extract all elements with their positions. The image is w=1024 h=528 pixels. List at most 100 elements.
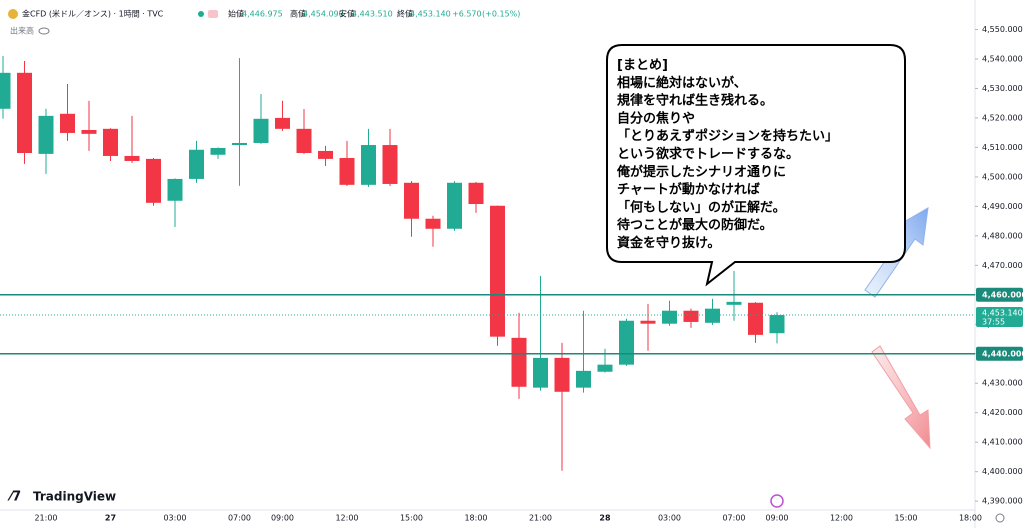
ohlc-value: 4,454.090 bbox=[303, 10, 344, 19]
brand: TradingView bbox=[33, 490, 116, 504]
candle-body bbox=[404, 182, 419, 219]
candle-body bbox=[17, 72, 32, 153]
plot-area bbox=[0, 56, 785, 471]
countdown: 37:55 bbox=[982, 318, 1005, 327]
candle-body bbox=[662, 310, 677, 324]
candle-body bbox=[468, 182, 484, 204]
candle-body bbox=[296, 128, 312, 153]
x-tick-label: 27 bbox=[105, 514, 116, 523]
annotation-line: チャートが動かなければ bbox=[617, 182, 760, 198]
candle-body bbox=[210, 147, 226, 155]
candle-body bbox=[167, 178, 183, 201]
candle-body bbox=[189, 149, 204, 179]
candle-body bbox=[576, 370, 591, 388]
annotation-line: 自分の焦りや bbox=[617, 110, 695, 126]
candle-body bbox=[533, 357, 548, 388]
x-tick-label: 21:00 bbox=[529, 514, 552, 523]
annotation-line: 「とりあえずポジションを持ちたい」 bbox=[617, 128, 838, 144]
candle-body bbox=[726, 301, 742, 305]
y-tick-label: 4,520.000 bbox=[982, 113, 1023, 122]
change-pct: (+0.15%) bbox=[482, 10, 520, 19]
annotation-line: 「何もしない」のが正解だ。 bbox=[617, 199, 786, 215]
candle-body bbox=[361, 145, 376, 185]
ohlc-value: 4,446.975 bbox=[242, 10, 283, 19]
y-tick-label: 4,480.000 bbox=[982, 231, 1023, 240]
candle-body bbox=[339, 158, 355, 185]
y-tick-label: 4,430.000 bbox=[982, 379, 1023, 388]
y-tick-label: 4,550.000 bbox=[982, 25, 1023, 34]
annotation-line: 待つことが最大の防御だ。 bbox=[616, 217, 773, 233]
ohlc-value: 4,453.140 bbox=[410, 10, 451, 19]
candle-body bbox=[619, 320, 634, 365]
x-tick-label: 03:00 bbox=[658, 514, 681, 523]
x-tick-label: 21:00 bbox=[34, 514, 57, 523]
y-tick-label: 4,410.000 bbox=[982, 438, 1023, 447]
last-price-label: 4,453.140 bbox=[982, 309, 1023, 318]
candle-body bbox=[318, 150, 333, 159]
y-tick-label: 4,470.000 bbox=[982, 261, 1023, 270]
y-tick-label: 4,500.000 bbox=[982, 172, 1023, 181]
brand-logo: ⁄7 bbox=[7, 490, 21, 505]
hline-label: 4,460.000 bbox=[982, 290, 1024, 299]
annotation-line: 規律を守れば生き残れる。 bbox=[617, 93, 773, 109]
candle-body bbox=[0, 72, 11, 109]
candle-body bbox=[447, 182, 462, 229]
ohlc-name: 安値 bbox=[339, 9, 355, 19]
candle-body bbox=[705, 308, 720, 323]
x-tick-label: 15:00 bbox=[894, 514, 917, 523]
annotation-line: [まとめ] bbox=[617, 58, 668, 73]
bubble-shape bbox=[606, 44, 906, 287]
x-tick-label: 07:00 bbox=[722, 514, 745, 523]
candle-body bbox=[490, 205, 505, 337]
x-tick-label: 15:00 bbox=[400, 514, 423, 523]
candle-body bbox=[232, 142, 247, 146]
candle-body bbox=[425, 218, 441, 229]
candle-body bbox=[554, 357, 570, 392]
x-tick-label: 18:00 bbox=[959, 514, 982, 523]
y-tick-label: 4,400.000 bbox=[982, 467, 1023, 476]
y-tick-label: 4,420.000 bbox=[982, 408, 1023, 417]
annotation-line: 資金を守り抜け。 bbox=[617, 235, 720, 251]
x-tick-label: 28 bbox=[599, 514, 611, 523]
event-icon[interactable] bbox=[770, 494, 784, 508]
hline-label-box bbox=[976, 346, 1023, 361]
candle-body bbox=[597, 364, 613, 372]
candle-body bbox=[146, 158, 161, 203]
y-tick-label: 4,490.000 bbox=[982, 202, 1023, 211]
eye-icon bbox=[38, 27, 50, 35]
y-tick-label: 4,530.000 bbox=[982, 84, 1023, 93]
status-dot bbox=[198, 11, 204, 17]
x-tick-label: 12:00 bbox=[830, 514, 853, 523]
ohlc-value: 4,443.510 bbox=[352, 10, 393, 19]
down-arrow bbox=[871, 345, 931, 450]
annotation-line: という欲求でトレードするな。 bbox=[617, 146, 799, 162]
candle-body bbox=[640, 320, 656, 324]
candle-body bbox=[769, 315, 785, 334]
hline-label-box bbox=[976, 287, 1023, 302]
candle-body bbox=[124, 155, 140, 161]
candle-body bbox=[81, 130, 97, 134]
x-tick-label: 03:00 bbox=[163, 514, 186, 523]
ohlc-name: 終値 bbox=[397, 9, 413, 19]
annotation-line: 相場に絶対はないが、 bbox=[617, 75, 747, 91]
ohlc-name: 始値 bbox=[228, 9, 244, 19]
candle-body bbox=[683, 310, 699, 322]
hline-label: 4,440.000 bbox=[982, 349, 1024, 358]
annotation-bubble: [まとめ] 相場に絶対はないが、規律を守れば生き残れる。自分の焦りや「とりあえずポ… bbox=[606, 44, 906, 287]
x-tick-label: 18:00 bbox=[464, 514, 487, 523]
x-tick-label: 09:00 bbox=[765, 514, 788, 523]
candle-body bbox=[382, 145, 398, 184]
settings-icon[interactable] bbox=[995, 513, 1005, 523]
x-tick-label: 12:00 bbox=[335, 514, 358, 523]
symbol-title: 金CFD (米ドル／オンス) · 1時間 · TVC bbox=[22, 9, 164, 19]
x-tick-label: 09:00 bbox=[271, 514, 294, 523]
last-price-box bbox=[976, 307, 1023, 328]
y-tick-label: 4,390.000 bbox=[982, 497, 1023, 506]
symbol-icon bbox=[8, 9, 18, 19]
candle-body bbox=[60, 113, 75, 133]
candle-body bbox=[38, 115, 54, 154]
ohlc-name: 高値 bbox=[290, 9, 306, 19]
x-tick-label: 07:00 bbox=[228, 514, 251, 523]
